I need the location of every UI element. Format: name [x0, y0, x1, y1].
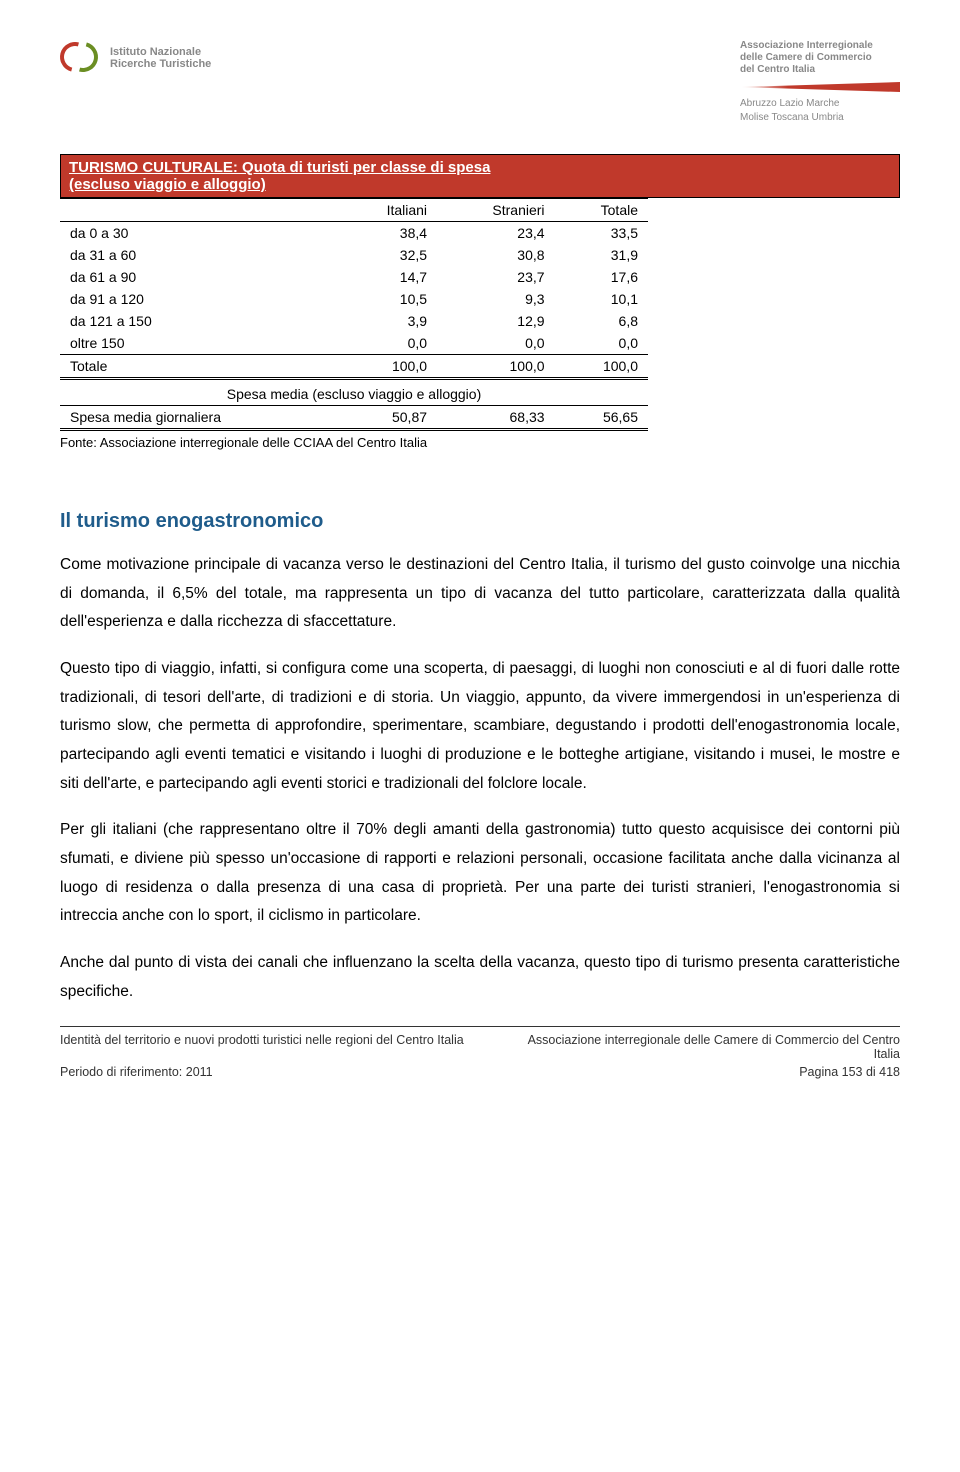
col-empty	[60, 199, 339, 222]
row-value: 10,5	[339, 288, 438, 310]
page-header: Istituto Nazionale Ricerche Turistiche A…	[60, 40, 900, 124]
col-totale: Totale	[555, 199, 648, 222]
row-value: 14,7	[339, 266, 438, 288]
table-row: da 31 a 6032,530,831,9	[60, 244, 648, 266]
row-value: 0,0	[555, 332, 648, 355]
assoc-line3: del Centro Italia	[740, 64, 900, 76]
table-row: da 91 a 12010,59,310,1	[60, 288, 648, 310]
spesa-st: 68,33	[437, 406, 555, 430]
row-value: 12,9	[437, 310, 555, 332]
isnart-text: Istituto Nazionale Ricerche Turistiche	[110, 46, 211, 70]
table-title-line2: (escluso viaggio e alloggio)	[69, 176, 891, 193]
row-value: 17,6	[555, 266, 648, 288]
footer-left2: Periodo di riferimento: 2011	[60, 1065, 213, 1079]
row-value: 38,4	[339, 222, 438, 245]
row-value: 30,8	[437, 244, 555, 266]
totale-row: Totale 100,0 100,0 100,0	[60, 355, 648, 379]
paragraph-1: Come motivazione principale di vacanza v…	[60, 551, 900, 637]
row-value: 9,3	[437, 288, 555, 310]
table-row: da 61 a 9014,723,717,6	[60, 266, 648, 288]
paragraph-4: Anche dal punto di vista dei canali che …	[60, 949, 900, 1006]
table-header-row: Italiani Stranieri Totale	[60, 199, 648, 222]
footer-left1: Identità del territorio e nuovi prodotti…	[60, 1033, 464, 1061]
spesa-row: Spesa media giornaliera 50,87 68,33 56,6…	[60, 406, 648, 430]
assoc-line2: delle Camere di Commercio	[740, 52, 900, 64]
spending-table: Italiani Stranieri Totale da 0 a 3038,42…	[60, 198, 648, 431]
row-label: da 31 a 60	[60, 244, 339, 266]
row-label: da 61 a 90	[60, 266, 339, 288]
table-title-line1: TURISMO CULTURALE: Quota di turisti per …	[69, 159, 490, 176]
col-stranieri: Stranieri	[437, 199, 555, 222]
paragraph-3: Per gli italiani (che rappresentano oltr…	[60, 816, 900, 931]
section-heading: Il turismo enogastronomico	[60, 510, 900, 533]
paragraph-2: Questo tipo di viaggio, infatti, si conf…	[60, 655, 900, 798]
table-row: oltre 1500,00,00,0	[60, 332, 648, 355]
table-row: da 121 a 1503,912,96,8	[60, 310, 648, 332]
table-row: da 0 a 3038,423,433,5	[60, 222, 648, 245]
spesa-it: 50,87	[339, 406, 438, 430]
footer-right2: Pagina 153 di 418	[799, 1065, 900, 1079]
row-value: 0,0	[437, 332, 555, 355]
table-title: TURISMO CULTURALE: Quota di turisti per …	[60, 154, 900, 198]
fonte-text: Fonte: Associazione interregionale delle…	[60, 435, 900, 450]
totale-st: 100,0	[437, 355, 555, 379]
spesa-to: 56,65	[555, 406, 648, 430]
spesa-label: Spesa media giornaliera	[60, 406, 339, 430]
isnart-icon	[60, 40, 102, 76]
col-italiani: Italiani	[339, 199, 438, 222]
row-label: da 91 a 120	[60, 288, 339, 310]
row-value: 23,7	[437, 266, 555, 288]
regions-line1: Abruzzo Lazio Marche	[740, 98, 900, 110]
sub-header-row: Spesa media (escluso viaggio e alloggio)	[60, 379, 648, 406]
isnart-logo-block: Istituto Nazionale Ricerche Turistiche	[60, 40, 211, 76]
swoosh-icon	[740, 80, 900, 94]
isnart-line1: Istituto Nazionale	[110, 46, 211, 58]
row-value: 10,1	[555, 288, 648, 310]
isnart-line2: Ricerche Turistiche	[110, 58, 211, 70]
row-value: 6,8	[555, 310, 648, 332]
page-footer: Identità del territorio e nuovi prodotti…	[60, 1026, 900, 1079]
row-label: oltre 150	[60, 332, 339, 355]
row-value: 33,5	[555, 222, 648, 245]
row-value: 23,4	[437, 222, 555, 245]
assoc-line1: Associazione Interregionale	[740, 40, 900, 52]
row-value: 0,0	[339, 332, 438, 355]
row-value: 32,5	[339, 244, 438, 266]
row-value: 3,9	[339, 310, 438, 332]
association-block: Associazione Interregionale delle Camere…	[740, 40, 900, 124]
totale-to: 100,0	[555, 355, 648, 379]
row-value: 31,9	[555, 244, 648, 266]
row-label: da 0 a 30	[60, 222, 339, 245]
totale-label: Totale	[60, 355, 339, 379]
sub-header-label: Spesa media (escluso viaggio e alloggio)	[60, 379, 648, 406]
footer-right1: Associazione interregionale delle Camere…	[522, 1033, 900, 1061]
totale-it: 100,0	[339, 355, 438, 379]
regions-line2: Molise Toscana Umbria	[740, 112, 900, 124]
row-label: da 121 a 150	[60, 310, 339, 332]
